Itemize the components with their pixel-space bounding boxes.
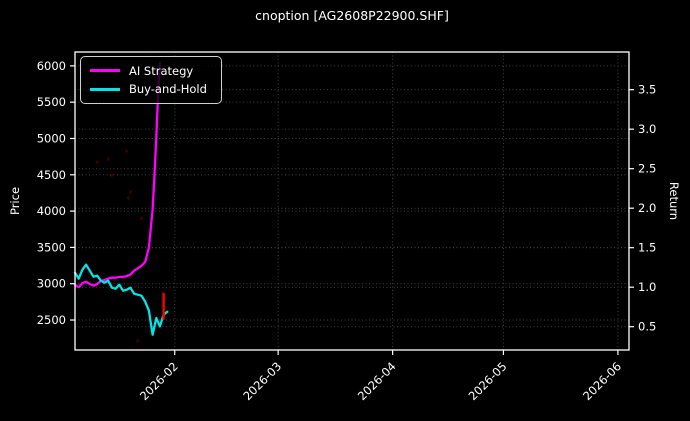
trade-marker-dots xyxy=(95,149,144,343)
svg-text:3000: 3000 xyxy=(37,277,66,291)
svg-text:2026-05: 2026-05 xyxy=(466,359,510,403)
axis-ticks xyxy=(70,65,634,355)
svg-text:2026-04: 2026-04 xyxy=(355,359,399,403)
legend-item-ai-strategy: AI Strategy xyxy=(90,64,212,78)
ai-strategy-line-swatch xyxy=(90,69,120,73)
legend-label: AI Strategy xyxy=(129,63,194,78)
svg-text:3500: 3500 xyxy=(37,240,66,254)
series-line-buy-and-hold xyxy=(73,263,169,336)
svg-text:2.0: 2.0 xyxy=(638,201,656,215)
svg-text:1.5: 1.5 xyxy=(638,241,656,255)
axis-tick-labels: 2500 3000 3500 4000 4500 5000 5500 6000 0.5 1.0 1.… xyxy=(37,59,657,403)
svg-text:3.0: 3.0 xyxy=(638,122,656,136)
svg-text:4000: 4000 xyxy=(37,204,66,218)
legend: AI Strategy Buy-and-Hold xyxy=(80,56,222,104)
chart-title: cnoption [AG2608P22900.SHF] xyxy=(255,8,449,23)
series-line-ai-strategy xyxy=(73,61,162,289)
svg-text:5500: 5500 xyxy=(37,95,66,109)
svg-text:0.5: 0.5 xyxy=(638,320,656,334)
svg-text:2500: 2500 xyxy=(37,313,66,327)
legend-label: Buy-and-Hold xyxy=(129,82,207,97)
gridlines xyxy=(75,52,629,350)
legend-item-buy-and-hold: Buy-and-Hold xyxy=(90,82,212,96)
svg-text:5000: 5000 xyxy=(37,132,66,146)
svg-text:6000: 6000 xyxy=(37,59,66,73)
svg-text:1.0: 1.0 xyxy=(638,280,656,294)
svg-text:2026-02: 2026-02 xyxy=(137,359,181,403)
svg-text:3.5: 3.5 xyxy=(638,83,656,97)
plot-spines xyxy=(74,51,630,351)
buy-and-hold-line-swatch xyxy=(90,87,120,91)
svg-text:2026-03: 2026-03 xyxy=(240,359,284,403)
svg-text:4500: 4500 xyxy=(37,168,66,182)
svg-text:2026-06: 2026-06 xyxy=(580,359,624,403)
svg-text:2.5: 2.5 xyxy=(638,162,656,176)
